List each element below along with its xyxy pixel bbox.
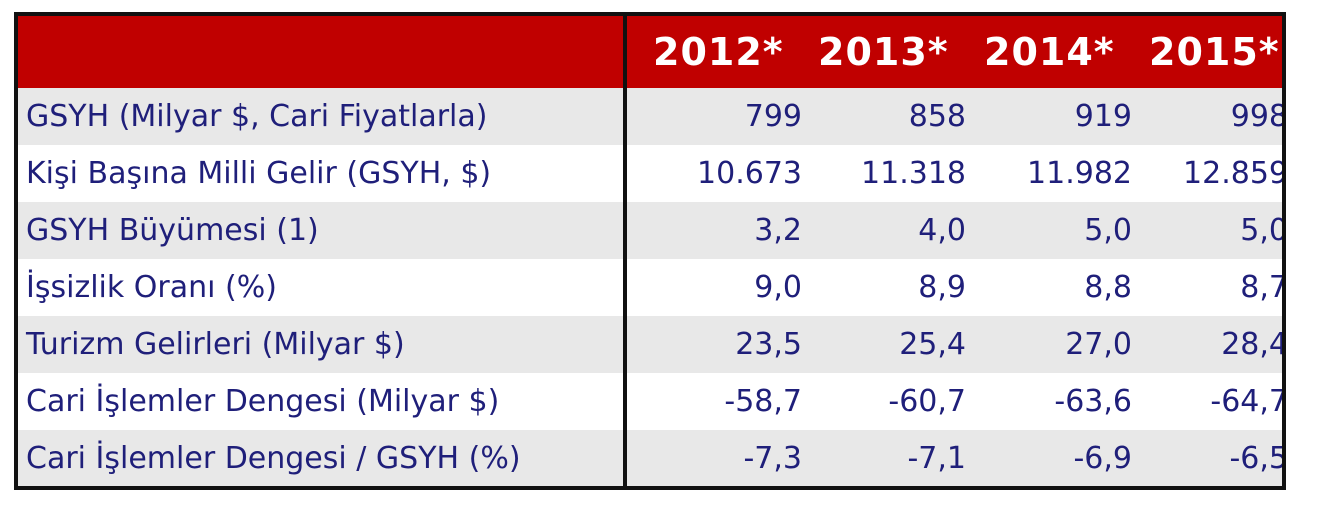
- row-value-2015: 5,0: [1240, 213, 1286, 248]
- table-row: Cari İşlemler Dengesi (Milyar $) -58,7 -…: [18, 373, 1282, 430]
- row-label: GSYH Büyümesi (1): [26, 213, 319, 248]
- row-label: Cari İşlemler Dengesi (Milyar $): [26, 384, 500, 419]
- row-value-2015: 8,7: [1240, 270, 1286, 305]
- year-header-2015: 2015*: [1149, 30, 1280, 74]
- row-value-2012: 3,2: [754, 213, 802, 248]
- row-value-2013: 11.318: [861, 156, 966, 191]
- row-value-2013: 8,9: [918, 270, 966, 305]
- year-header-2013: 2013*: [818, 30, 949, 74]
- year-header-2014: 2014*: [984, 30, 1115, 74]
- row-value-2014: 11.982: [1027, 156, 1132, 191]
- row-value-2014: 5,0: [1084, 213, 1132, 248]
- row-value-2014: 27,0: [1065, 327, 1132, 362]
- row-value-2015: -6,5: [1229, 441, 1286, 476]
- row-value-2015: -64,7: [1210, 384, 1286, 419]
- header-column-divider: [623, 16, 627, 486]
- table-row: GSYH (Milyar $, Cari Fiyatlarla) 799 858…: [18, 88, 1282, 145]
- row-value-2014: 8,8: [1084, 270, 1132, 305]
- row-value-2012: -7,3: [743, 441, 802, 476]
- row-label: Cari İşlemler Dengesi / GSYH (%): [26, 441, 521, 476]
- row-label: Kişi Başına Milli Gelir (GSYH, $): [26, 156, 492, 191]
- table-row: Cari İşlemler Dengesi / GSYH (%) -7,3 -7…: [18, 430, 1282, 486]
- row-label: GSYH (Milyar $, Cari Fiyatlarla): [26, 99, 488, 134]
- row-value-2012: 799: [744, 99, 802, 134]
- row-value-2013: 4,0: [918, 213, 966, 248]
- table-row: İşsizlik Oranı (%) 9,0 8,9 8,8 8,7: [18, 259, 1282, 316]
- row-label: Turizm Gelirleri (Milyar $): [26, 327, 405, 362]
- row-value-2012: 9,0: [754, 270, 802, 305]
- row-value-2012: -58,7: [724, 384, 802, 419]
- table-row: Turizm Gelirleri (Milyar $) 23,5 25,4 27…: [18, 316, 1282, 373]
- row-value-2012: 23,5: [735, 327, 802, 362]
- row-value-2014: -6,9: [1073, 441, 1132, 476]
- row-value-2014: 919: [1074, 99, 1132, 134]
- row-value-2012: 10.673: [697, 156, 802, 191]
- row-value-2013: 858: [908, 99, 966, 134]
- row-value-2015: 998: [1230, 99, 1286, 134]
- row-value-2013: 25,4: [899, 327, 966, 362]
- year-header-2012: 2012*: [653, 30, 784, 74]
- row-value-2013: -60,7: [888, 384, 966, 419]
- row-value-2015: 12.859: [1183, 156, 1286, 191]
- table-row: Kişi Başına Milli Gelir (GSYH, $) 10.673…: [18, 145, 1282, 202]
- row-label: İşsizlik Oranı (%): [26, 270, 277, 305]
- economic-indicators-table: 2012* 2013* 2014* 2015* GSYH (Milyar $, …: [14, 12, 1286, 490]
- row-value-2013: -7,1: [907, 441, 966, 476]
- row-value-2015: 28,4: [1221, 327, 1286, 362]
- table-row: GSYH Büyümesi (1) 3,2 4,0 5,0 5,0: [18, 202, 1282, 259]
- table-header-row: 2012* 2013* 2014* 2015*: [18, 16, 1282, 88]
- row-value-2014: -63,6: [1054, 384, 1132, 419]
